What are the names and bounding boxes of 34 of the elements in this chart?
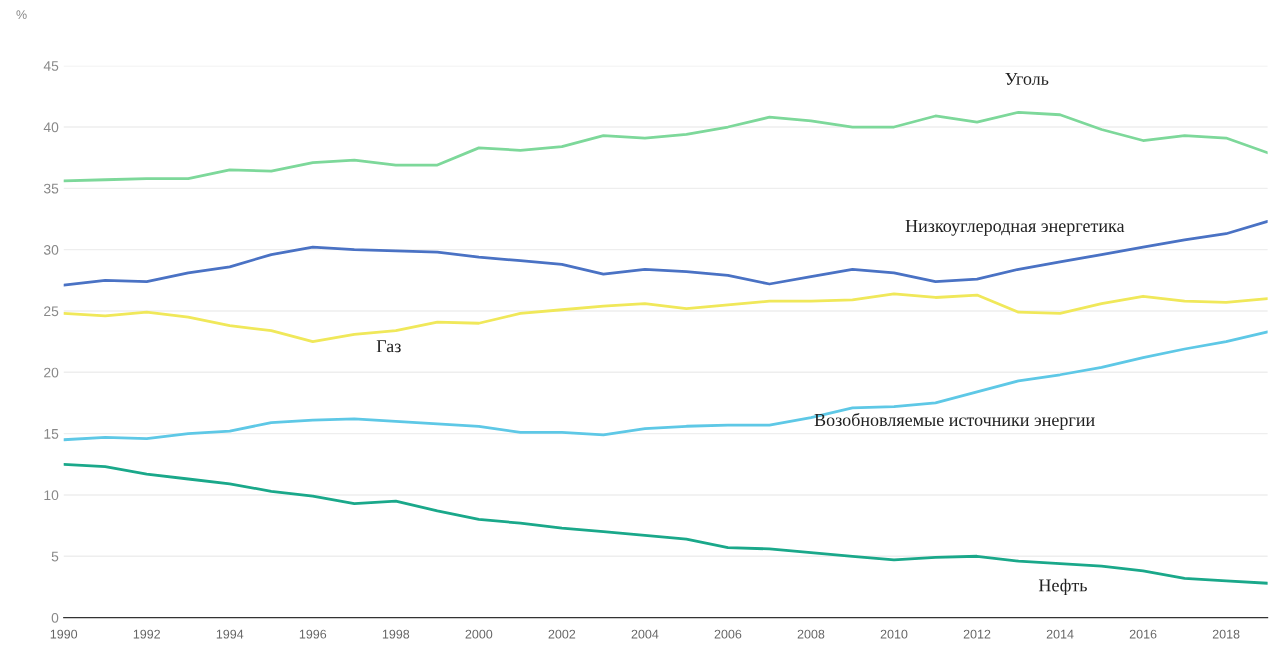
line-series [63, 110, 1268, 183]
series-label: Возобновляемые источники энергии [814, 412, 1095, 430]
x-tick-label: 2018 [1212, 629, 1240, 639]
x-tick-label: 2002 [548, 629, 576, 639]
series-label: Нефть [1038, 578, 1087, 596]
x-tick-label: 2008 [797, 629, 825, 639]
line-series [63, 330, 1268, 442]
x-tick-label: 2010 [880, 629, 908, 639]
y-tick-label: 35 [43, 183, 59, 194]
y-tick-label: 45 [43, 61, 59, 71]
y-tick-label: 0 [51, 612, 59, 623]
y-tick-label: 30 [43, 244, 59, 255]
series-label: Газ [376, 340, 401, 353]
x-tick-label: 1994 [216, 629, 244, 639]
y-tick-label: 25 [44, 306, 59, 317]
x-tick-label: 1998 [382, 629, 410, 639]
x-tick-label: 2004 [631, 629, 659, 639]
y-tick-label: 20 [44, 367, 59, 378]
x-tick-label: 2014 [1046, 629, 1074, 639]
x-tick-label: 1992 [133, 629, 161, 639]
y-tick-label: 40 [43, 122, 59, 133]
line-series [63, 220, 1268, 287]
x-tick-label: 1996 [299, 629, 327, 639]
y-tick-label: 5 [51, 551, 59, 562]
y-tick-label: 15 [44, 429, 59, 439]
x-tick-label: 2000 [465, 629, 493, 639]
x-tick-label: 2006 [714, 629, 742, 639]
series-label: Уголь [1005, 72, 1049, 85]
x-tick-label: 1990 [50, 629, 78, 639]
series-label: Низкоуглеродная энергетика [905, 220, 1125, 236]
x-tick-label: 2012 [963, 629, 991, 639]
y-tick-label: 10 [44, 490, 59, 501]
y-axis-title: % [16, 10, 27, 20]
x-tick-label: 2016 [1129, 629, 1157, 639]
